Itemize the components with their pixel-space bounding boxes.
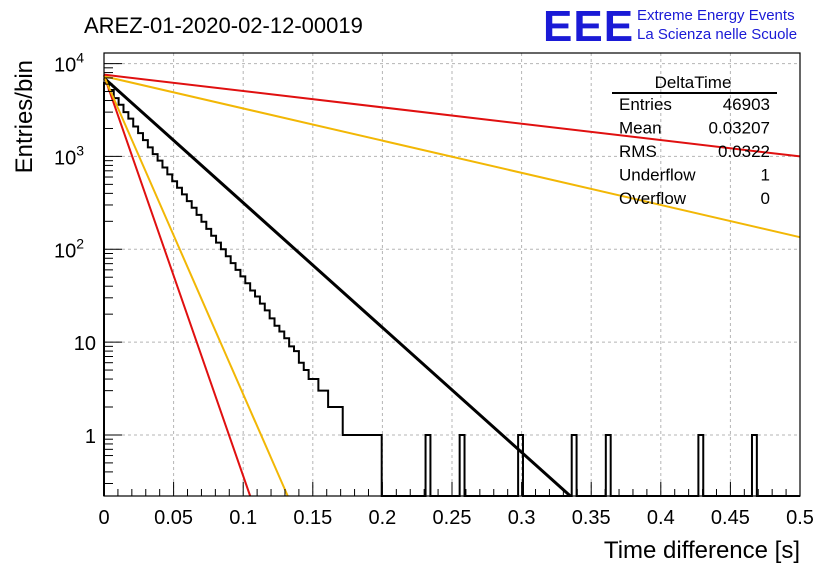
x-tick-label: 0.25 [433,507,472,529]
stats-label-rms: RMS [619,142,657,161]
y-axis-title: Entries/bin [11,60,38,173]
stats-box: DeltaTime Entries 46903 Mean 0.03207 RMS 0.03… [612,73,777,208]
fit-curve-5 [103,73,801,158]
plot-title: AREZ-01-2020-02-12-00019 [84,13,363,38]
stats-rows: Entries 46903 Mean 0.03207 RMS 0.0322 Underflo… [619,95,770,208]
x-tick-label: 0.3 [508,507,536,529]
stats-box-name: DeltaTime [655,73,732,92]
fit-curve-4 [103,75,801,239]
y-tick-label: 103 [54,142,84,169]
x-tick-label: 0.45 [711,507,750,529]
x-tick-label: 0.35 [572,507,611,529]
grid [104,53,800,496]
stats-value-entries: 46903 [723,95,770,114]
stats-value-underflow: 1 [761,166,770,185]
stats-value-mean: 0.03207 [709,119,770,138]
eee-logo: EEE [543,2,634,51]
stats-value-overflow: 0 [761,189,770,208]
fit-curve-3 [103,75,289,497]
x-tick-label: 0 [98,507,109,529]
stats-label-mean: Mean [619,119,662,138]
logo-subtitle-1: Extreme Energy Events [637,7,795,24]
fit-curve-1 [102,76,572,498]
logo-subtitle-2: La Scienza nelle Scuole [637,26,797,43]
y-tick-label: 10 [74,333,96,355]
fit-curve-2 [103,74,252,497]
stats-label-overflow: Overflow [619,189,687,208]
x-tick-label: 0.05 [154,507,193,529]
x-tick-label: 0.1 [229,507,257,529]
fit-curves [102,73,801,498]
y-tick-label: 1 [85,426,96,448]
x-tick-label: 0.15 [293,507,332,529]
x-tick-label: 0.2 [368,507,396,529]
axis-ticks: 0 0.05 0.1 0.15 0.2 0.25 0.3 0.35 0.4 0.45 0.51101… [54,50,814,529]
y-tick-label: 102 [54,235,84,262]
stats-label-entries: Entries [619,95,672,114]
y-tick-label: 104 [54,50,84,77]
x-tick-label: 0.5 [786,507,814,529]
x-tick-label: 0.4 [647,507,675,529]
stats-value-rms: 0.0322 [718,142,770,161]
x-axis-title: Time difference [s] [604,537,800,564]
stats-label-underflow: Underflow [619,166,696,185]
